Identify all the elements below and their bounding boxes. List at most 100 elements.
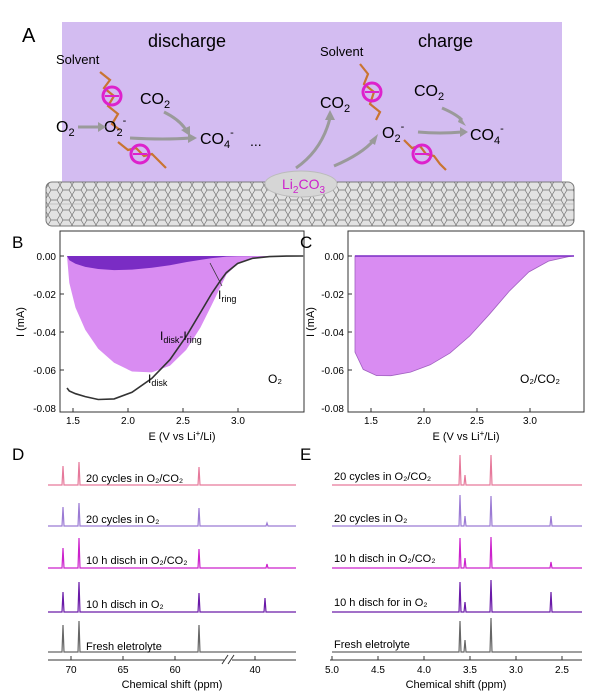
b-xtick-1: 2.0: [121, 416, 135, 427]
b-tick-marks: [60, 255, 239, 412]
panel-e-letter: E: [300, 445, 311, 464]
panel-c: C 0.00 -0.02 -0.04 -0.06 -0.08 1.5 2.0 2…: [300, 230, 585, 443]
c-xlabel: E (V vs Li+/Li): [432, 429, 499, 443]
panel-c-letter: C: [300, 233, 312, 252]
c-ytick-3: -0.06: [321, 366, 344, 377]
d-xlabel: Chemical shift (ppm): [122, 679, 223, 691]
d-trace-label-4: Fresh eletrolyte: [86, 641, 162, 653]
b-axes-frame: [59, 230, 305, 413]
e-xlabel: Chemical shift (ppm): [406, 679, 507, 691]
co4-label-left: CO4-: [200, 127, 234, 151]
e-trace-1: 20 cycles in O₂: [332, 494, 582, 527]
e-trace-label-2: 10 h disch in O₂/CO₂: [334, 553, 435, 565]
superoxide-label-left: O2-: [104, 115, 127, 139]
panel-a: A discharge charge Solvent Solvent: [22, 22, 575, 227]
e-trace-label-0: 20 cycles in O₂/CO₂: [334, 471, 431, 483]
d-xticks: 70 65 60 40: [65, 665, 261, 676]
c-xtick-3: 3.0: [523, 416, 537, 427]
b-disk-curve: [66, 255, 304, 401]
panel-d-letter: D: [12, 445, 24, 464]
b-ring-pointer: [209, 262, 223, 287]
e-trace-3: 10 h disch for in O₂: [332, 579, 582, 613]
b-xtick-0: 1.5: [66, 416, 80, 427]
solvent-label-right: Solvent: [320, 44, 364, 59]
e-trace-0: 20 cycles in O₂/CO₂: [332, 454, 582, 486]
solvent-molecule-3: [359, 63, 383, 121]
c-ytick-4: -0.08: [321, 404, 344, 415]
e-tick-marks: [331, 656, 563, 660]
c-tick-marks: [348, 255, 531, 412]
c-ytick-0: 0.00: [325, 252, 345, 263]
d-xtick-0: 70: [65, 665, 77, 676]
b-yticks: 0.00 -0.02 -0.04 -0.06 -0.08: [33, 252, 56, 415]
e-trace-2: 10 h disch in O₂/CO₂: [332, 536, 582, 569]
e-trace-label-1: 20 cycles in O₂: [334, 513, 407, 525]
b-ytick-3: -0.06: [33, 366, 56, 377]
c-ytick-2: -0.04: [321, 328, 344, 339]
d-xtick-2: 60: [169, 665, 181, 676]
c-gas-label: O₂/CO₂: [520, 372, 560, 386]
c-ytick-1: -0.02: [321, 290, 344, 301]
arrow-superoxide-to-co4-right: [417, 130, 463, 135]
d-trace-label-2: 10 h disch in O₂/CO₂: [86, 555, 187, 567]
solvent-molecule-2: [117, 141, 167, 169]
b-ytick-2: -0.04: [33, 328, 56, 339]
b-ring-fill: [67, 256, 304, 271]
reaction-arrows: [78, 106, 464, 170]
reaction-background-sheen: [62, 22, 562, 190]
b-ylabel: I (mA): [15, 307, 27, 337]
c-ylabel: I (mA): [305, 307, 317, 337]
arrow-superoxide-to-co4: [129, 136, 191, 141]
panel-b-letter: B: [12, 233, 23, 252]
e-trace-label-3: 10 h disch for in O₂: [334, 597, 428, 609]
b-xlabel: E (V vs Li+/Li): [148, 429, 215, 443]
panel-d: D 20 cycles in O₂/CO₂ 20 cycles in O₂ 10…: [12, 445, 296, 691]
co2-label-left: CO2: [140, 91, 170, 111]
d-trace-2: 10 h disch in O₂/CO₂: [48, 537, 296, 569]
e-xtick-3: 3.5: [463, 665, 477, 676]
superoxide-label-right: O2-: [382, 121, 405, 145]
arrow-heads: [98, 110, 468, 145]
li2co3-particle: [264, 170, 338, 198]
b-disk-fill: [67, 256, 304, 373]
panel-b: B 0.00 -0.02 -0.04 -0.06 -0.08 1.5 2.0 2…: [12, 230, 305, 443]
b-diff-label: Idisk-Iring: [160, 329, 202, 345]
b-gas-label: O₂: [268, 372, 282, 386]
li2co3-label: Li2CO3: [282, 176, 325, 196]
solvent-molecule-1: [99, 71, 123, 131]
e-xtick-0: 5.0: [325, 665, 339, 676]
c-current-fill: [354, 255, 575, 377]
c-axes-frame: [347, 230, 585, 413]
e-trace-label-4: Fresh eletrolyte: [334, 639, 410, 651]
arrow-li2co3-to-co2: [295, 117, 332, 170]
d-trace-1: 20 cycles in O₂: [48, 502, 296, 527]
b-ring-label: Iring: [218, 288, 236, 304]
b-xtick-2: 2.5: [176, 416, 190, 427]
solvent-label-left: Solvent: [56, 52, 100, 67]
b-xticks: 1.5 2.0 2.5 3.0: [66, 416, 245, 427]
c-xtick-0: 1.5: [364, 416, 378, 427]
co2-label-right: CO2: [414, 83, 444, 103]
d-trace-label-0: 20 cycles in O₂/CO₂: [86, 473, 183, 485]
e-xtick-4: 3.0: [509, 665, 523, 676]
charge-label: charge: [418, 31, 473, 51]
e-xtick-5: 2.5: [555, 665, 569, 676]
c-xtick-1: 2.0: [417, 416, 431, 427]
e-xtick-2: 4.0: [417, 665, 431, 676]
d-trace-3: 10 h disch in O₂: [48, 581, 296, 613]
panel-e: E 20 cycles in O₂/CO₂ 20 cycles in O₂ 10…: [300, 445, 582, 691]
o2-label: O2: [56, 119, 75, 139]
panel-a-letter: A: [22, 25, 36, 47]
d-trace-0: 20 cycles in O₂/CO₂: [48, 461, 296, 486]
solvent-molecule-4: [403, 139, 447, 171]
b-xtick-3: 3.0: [231, 416, 245, 427]
discharge-label: discharge: [148, 31, 226, 51]
d-xtick-1: 65: [117, 665, 129, 676]
d-trace-label-3: 10 h disch in O₂: [86, 599, 164, 611]
b-ytick-1: -0.02: [33, 290, 56, 301]
d-tick-marks: [70, 656, 256, 660]
co2-label-mid: CO2: [320, 95, 350, 115]
b-ytick-0: 0.00: [37, 252, 57, 263]
d-trace-label-1: 20 cycles in O₂: [86, 514, 159, 526]
